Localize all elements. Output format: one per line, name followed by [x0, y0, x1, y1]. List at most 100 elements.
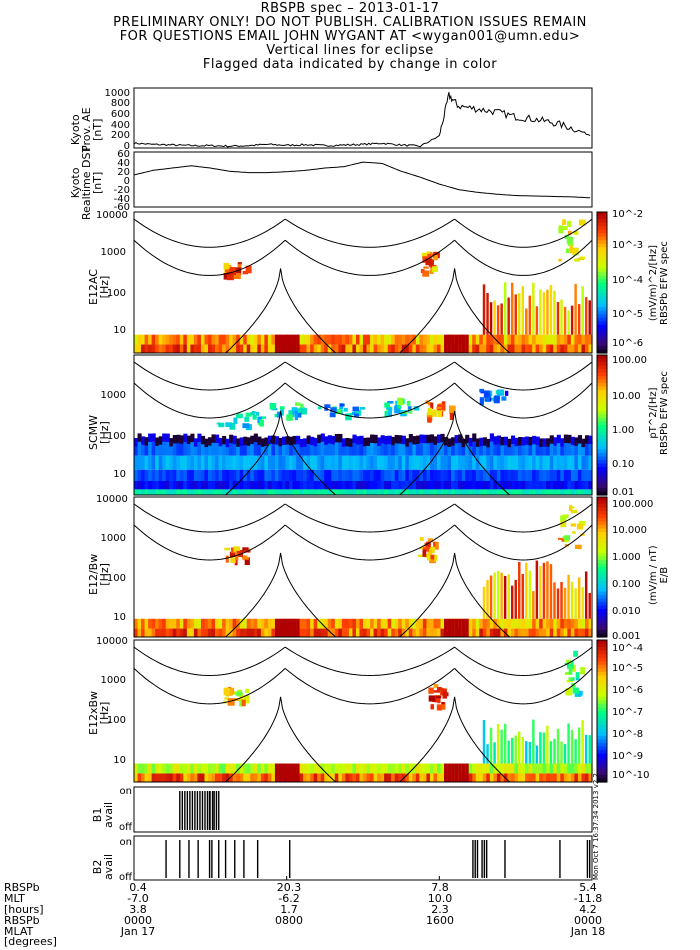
e12xbw-cell [518, 763, 523, 774]
scmw-cell [274, 455, 280, 470]
scmw-cell [324, 489, 329, 495]
scmw-cell [461, 455, 466, 470]
scmw-cell [338, 469, 343, 481]
scmw-cell [239, 489, 244, 495]
scmw-cell [521, 441, 526, 456]
e12bw-colorbar-cell [597, 616, 607, 621]
scmw-cell [577, 441, 583, 456]
scmw-cell [179, 469, 184, 481]
scmw-cell [479, 455, 484, 470]
scmw-blob [430, 402, 434, 409]
scmw-cell [317, 481, 322, 490]
e12ac-cell [317, 344, 322, 353]
e12ac-cell [229, 334, 234, 345]
e12ac-cell [274, 334, 280, 353]
scmw-cell [366, 481, 371, 490]
e12ac-blob [574, 258, 580, 262]
scmw-cell [556, 489, 561, 495]
e12xbw-blob [565, 687, 573, 696]
scmw-cell [422, 489, 428, 495]
scmw-cell [468, 455, 473, 470]
scmw-cell [373, 469, 378, 481]
e12bw-cell [338, 618, 343, 629]
e12bw-cell [514, 618, 519, 629]
ae-tick: 200 [110, 130, 130, 141]
e12xbw-cell [528, 773, 533, 782]
e12ac-cell [334, 344, 339, 353]
e12xbw-colorbar-cell [597, 696, 607, 701]
scmw-cell [433, 436, 438, 445]
e12bw-cell [500, 628, 505, 637]
e12bw-colorbar-cell [597, 609, 607, 614]
scmw-cell [539, 481, 544, 490]
e12xbw-cell [560, 773, 565, 782]
e12bw-cell [260, 628, 265, 637]
e12bw-blob [570, 509, 578, 514]
e12bw-tick: 1000 [100, 533, 126, 544]
e12bw-cell [267, 618, 272, 629]
e12xbw-cell [440, 763, 445, 774]
e12ac-cell [563, 306, 567, 335]
scmw-cell [285, 436, 290, 445]
e12xbw-curve [284, 668, 455, 705]
scmw-cell [503, 441, 509, 456]
scmw-cell [310, 481, 315, 490]
e12ac-blob [432, 266, 438, 272]
e12bw-colorbar-cell [597, 507, 607, 512]
e12ac-cell [253, 344, 258, 353]
scmw-cell [186, 489, 191, 495]
scmw-cell [440, 489, 445, 495]
scmw-cell [588, 481, 593, 490]
scmw-cell [363, 437, 368, 447]
scmw-cell [486, 481, 491, 490]
e12ac-cell [197, 344, 202, 353]
scmw-cell [479, 437, 484, 447]
scmw-cell [222, 469, 227, 481]
e12xbw-cell [193, 763, 199, 774]
eph-col3-r5: Jan 18 [570, 925, 606, 938]
scmw-cell [532, 469, 537, 481]
e12ac-cell [518, 293, 521, 335]
scmw-cell [236, 489, 241, 495]
e12bw-cell [204, 628, 209, 637]
e12xbw-cell [348, 763, 354, 774]
scmw-cell [162, 433, 167, 442]
e12bw-blob [242, 557, 249, 560]
scmw-blob [244, 416, 250, 422]
scmw-cell [193, 489, 199, 495]
e12xbw-blob [245, 688, 250, 694]
e12ac-cell [144, 344, 149, 353]
scmw-cell [503, 455, 509, 470]
e12xbw-cell [535, 773, 540, 782]
e12bw-cell [366, 628, 371, 637]
e12xbw-cell [486, 763, 491, 774]
e12ac-colorbar-cell [597, 300, 607, 305]
e12xbw-cell [257, 763, 262, 774]
scmw-cell [447, 441, 452, 456]
e12bw-colorbar-cell [597, 563, 607, 568]
e12xbw-cell [341, 763, 346, 774]
e12bw-cell [359, 618, 364, 629]
e12xbw-cell [165, 763, 170, 774]
scmw-cell [535, 481, 540, 490]
scmw-cell [535, 489, 540, 495]
e12bw-cell [510, 618, 516, 629]
scmw-blob [427, 407, 432, 414]
scmw-cell [405, 438, 410, 447]
e12bw-cell [218, 628, 223, 637]
scmw-cell [549, 469, 554, 481]
scmw-cell [327, 441, 332, 456]
scmw-cell [225, 441, 230, 456]
e12xbw-cell [503, 773, 509, 782]
scmw-cell [222, 441, 227, 456]
scmw-cell [278, 441, 283, 456]
scmw-cell [197, 481, 202, 490]
e12bw-blob [560, 515, 567, 522]
e12xbw-cell [419, 773, 424, 782]
scmw-cell [246, 437, 251, 446]
scmw-cell [229, 469, 234, 481]
scmw-cell [225, 481, 230, 490]
dst-panel-trace [133, 161, 591, 199]
e12xbw-blob [435, 694, 441, 703]
e12bw-cell [525, 618, 530, 629]
